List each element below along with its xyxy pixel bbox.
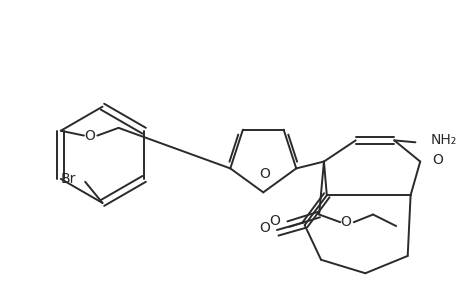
Text: O: O [340, 215, 351, 229]
Text: NH₂: NH₂ [430, 134, 456, 147]
Text: Br: Br [60, 172, 75, 186]
Text: O: O [431, 153, 442, 166]
Text: O: O [258, 167, 269, 181]
Text: O: O [269, 214, 280, 228]
Text: O: O [258, 221, 269, 235]
Text: O: O [84, 129, 95, 142]
